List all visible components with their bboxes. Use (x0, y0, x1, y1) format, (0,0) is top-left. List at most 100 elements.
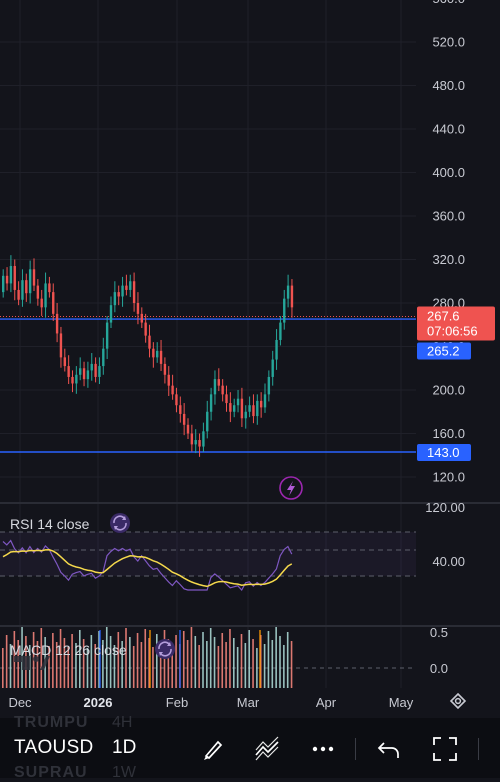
candle (79, 357, 82, 381)
macd-histogram-bar (144, 629, 147, 688)
symbol-button[interactable]: TAOUSD (14, 737, 94, 758)
candle (233, 398, 236, 418)
trend-tools-icon[interactable] (252, 734, 282, 764)
candle-body (90, 363, 93, 371)
price-tick-label: 440.0 (432, 122, 465, 137)
macd-histogram-bar (2, 648, 4, 688)
macd-histogram-bar (156, 634, 158, 688)
candle-body (48, 283, 51, 293)
brush-icon[interactable] (198, 734, 228, 764)
macd-histogram-bar (163, 630, 166, 688)
candle-body (36, 285, 40, 299)
candle-body (194, 440, 197, 445)
candle (175, 387, 178, 413)
macd-histogram-bar (40, 628, 43, 688)
ghost-interval-top: 4H (112, 714, 133, 731)
macd-histogram-bar (240, 634, 243, 688)
macd-histogram-bar (198, 645, 200, 688)
candle (279, 316, 282, 346)
candle (221, 379, 224, 402)
price-chart[interactable]: 560.0520.0480.0440.0400.0360.0320.0280.0… (0, 0, 500, 718)
candle (156, 342, 159, 363)
macd-histogram-bar (75, 643, 77, 688)
macd-histogram-bar (71, 634, 73, 688)
candle (259, 392, 263, 418)
macd-histogram-bar (94, 644, 96, 688)
macd-histogram-bar (17, 640, 19, 688)
candle (94, 357, 97, 383)
candle (90, 353, 93, 381)
price-axis[interactable]: 560.0520.0480.0440.0400.0360.0320.0280.0… (432, 0, 465, 485)
tradingview-logo (14, 656, 50, 670)
macd-histogram-bar (148, 638, 150, 688)
rsi-pane: 120.00 40.00 (0, 500, 465, 592)
candle-body (102, 348, 105, 367)
price-tick-label: 560.0 (432, 0, 465, 6)
candle-body (244, 411, 247, 419)
rsi-label[interactable]: RSI 14 close (10, 516, 90, 532)
candle (182, 403, 186, 436)
price-tick-label: 520.0 (432, 35, 465, 50)
candle-body (140, 313, 143, 323)
candle-body (40, 298, 43, 308)
macd-histogram-bar (213, 637, 216, 688)
macd-histogram-bar (229, 629, 231, 688)
candle-body (286, 285, 290, 299)
macd-label[interactable]: MACD 12 26 close (10, 642, 127, 658)
candle (263, 383, 267, 413)
horizontal-lines[interactable] (0, 315, 416, 453)
macd-histogram-bar (252, 639, 254, 688)
undo-icon[interactable] (374, 734, 404, 764)
candle-body (121, 285, 124, 297)
candle-body (225, 394, 228, 404)
time-axis[interactable]: Dec 2026 Feb Mar Apr May (8, 695, 413, 710)
macd-refresh-icon[interactable] (155, 639, 175, 659)
price-tick-label: 320.0 (432, 252, 465, 267)
candle-body (5, 275, 9, 284)
candle-body (240, 398, 244, 419)
candle-body (163, 363, 167, 375)
rsi-ma-line (2, 549, 293, 588)
candle-body (59, 333, 63, 358)
candle (13, 259, 16, 301)
interval-button[interactable]: 1D (112, 737, 137, 758)
macd-histogram-bar (202, 632, 204, 688)
macd-histogram-bar (117, 632, 120, 688)
candle (52, 283, 55, 321)
macd-histogram-bar (275, 627, 277, 688)
fullscreen-icon[interactable] (430, 734, 460, 764)
macd-histogram-bar (136, 633, 139, 688)
more-icon[interactable] (308, 734, 338, 764)
candle (132, 272, 136, 312)
candle-body (156, 350, 159, 358)
candle (9, 255, 13, 293)
price-badges: 267.607:06:56 265.2 143.0 (417, 306, 495, 461)
macd-histogram-bar (206, 641, 208, 688)
candle (17, 281, 20, 306)
candle (148, 324, 151, 358)
macd-histogram-bar (79, 630, 81, 688)
macd-tick-label: 0.0 (430, 661, 448, 676)
candle-body (213, 379, 217, 395)
candle (252, 394, 255, 424)
candle (206, 400, 209, 439)
candle (198, 433, 201, 457)
macd-histogram-bar (48, 646, 50, 688)
candle (190, 424, 194, 452)
macd-histogram-bar (267, 631, 270, 688)
macd-histogram-bar (283, 645, 285, 688)
settings-icon[interactable] (449, 692, 467, 710)
candle-body (256, 400, 259, 417)
candle-body (28, 269, 32, 294)
candle (283, 289, 286, 330)
macd-histogram-bar (9, 644, 12, 688)
candle-body (186, 424, 190, 434)
lightning-icon[interactable] (279, 476, 303, 500)
candle-body (159, 350, 163, 364)
time-tick-label: May (389, 695, 414, 710)
macd-histogram-bar (290, 641, 293, 688)
candle-body (75, 374, 78, 384)
rsi-refresh-icon[interactable] (110, 513, 130, 533)
candle-body (13, 266, 16, 290)
macd-histogram-bar (63, 638, 66, 688)
